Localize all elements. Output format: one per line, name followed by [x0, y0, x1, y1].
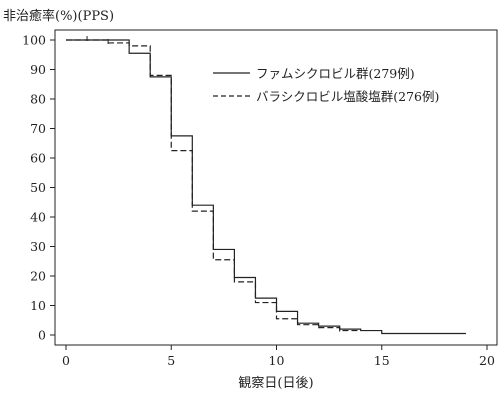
- x-tick-label: 10: [269, 353, 285, 368]
- y-tick-label: 60: [30, 151, 46, 166]
- series-layer: [66, 36, 466, 335]
- y-tick-label: 70: [30, 121, 46, 136]
- y-tick-label: 20: [30, 269, 46, 284]
- legend-label-famciclovir: ファムシクロビル群(279例): [256, 66, 415, 81]
- y-tick-label: 30: [30, 239, 46, 254]
- legend: ファムシクロビル群(279例) バラシクロビル塩酸塩群(276例): [213, 66, 439, 104]
- x-tick-label: 15: [374, 353, 390, 368]
- y-axis-label: 非治癒率(%)(PPS): [3, 8, 114, 24]
- x-axis-label: 観察日(日後): [238, 376, 313, 391]
- x-tick-label: 5: [167, 353, 175, 368]
- y-tick-label: 80: [30, 92, 46, 107]
- ticks-layer: 0 10 20 30 40 50 60 70 80 90 100 0 5 10 15 20: [22, 33, 495, 369]
- x-tick-label: 0: [62, 353, 70, 368]
- y-tick-label: 50: [30, 180, 46, 195]
- x-tick-label: 20: [479, 353, 495, 368]
- y-tick-label: 40: [30, 210, 46, 225]
- series-line-0: [66, 39, 466, 335]
- y-tick-label: 90: [30, 62, 46, 77]
- series-line-1: [66, 39, 361, 332]
- legend-label-valaciclovir: バラシクロビル塩酸塩群(276例): [256, 89, 439, 104]
- y-tick-label: 0: [38, 328, 46, 343]
- y-tick-label: 10: [30, 298, 46, 313]
- y-tick-label: 100: [22, 33, 46, 48]
